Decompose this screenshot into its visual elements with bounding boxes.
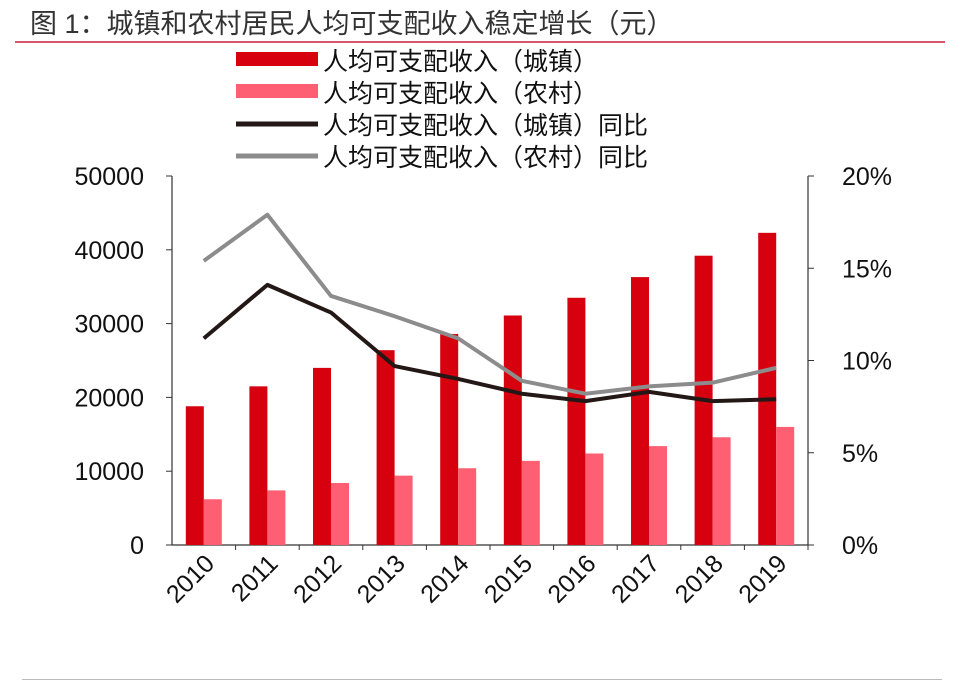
urban-income-bar [440,333,459,545]
title-divider [15,41,945,43]
legend-swatch [236,52,318,66]
left-tick-label: 50000 [74,163,144,191]
x-tick-label: 2015 [479,549,538,608]
chart-title: 图 1：城镇和农村居民人均可支配收入稳定增长（元） [30,9,674,39]
rural-income-bar [394,475,413,545]
urban-income-bar [376,350,395,545]
rural-income-bar [521,460,540,545]
x-tick-label: 2013 [352,549,411,608]
left-tick-label: 20000 [74,384,144,412]
rural-income-bar [585,453,604,545]
right-tick-label: 15% [842,255,892,283]
rural-income-bar [649,446,667,545]
rural-growth-line [202,212,777,396]
left-tick-label: 10000 [74,458,144,486]
x-tick-label: 2016 [543,549,602,608]
x-tick-label: 2011 [226,549,284,607]
right-tick-label: 5% [842,440,878,468]
left-tick-label: 0 [130,532,144,560]
left-tick-label: 40000 [74,237,144,265]
legend-label: 人均可支配收入（城镇） [323,48,598,76]
x-tick-label: 2012 [288,549,347,608]
x-tick-label: 2010 [161,549,220,608]
x-tick-label: 2017 [606,549,665,608]
left-tick-label: 30000 [74,311,144,339]
right-tick-label: 0% [842,532,878,560]
rural-income-bar [458,468,477,545]
legend-label: 人均可支配收入（农村）同比 [323,144,648,172]
urban-income-bar [249,386,268,545]
rural-income-bar [331,483,349,545]
x-tick-label: 2018 [670,549,729,608]
urban-income-bar [503,315,522,545]
bottom-divider [22,679,942,680]
rural-income-bar [203,499,222,545]
urban-income-bar [567,297,586,545]
rural-income-bar [712,437,731,545]
legend-label: 人均可支配收入（城镇）同比 [323,112,648,140]
legend-swatch [236,84,318,98]
urban-growth-line [202,282,777,404]
urban-income-bar [185,406,204,545]
rural-income-bar [776,426,795,545]
urban-income-bar [313,367,331,545]
urban-income-bar [631,277,649,545]
rural-income-bar [267,490,286,545]
legend-label: 人均可支配收入（农村） [323,80,598,108]
urban-income-bar [758,232,777,546]
right-tick-label: 10% [842,348,892,376]
x-tick-label: 2019 [733,549,792,608]
x-tick-label: 2014 [415,549,474,608]
right-tick-label: 20% [842,163,892,191]
